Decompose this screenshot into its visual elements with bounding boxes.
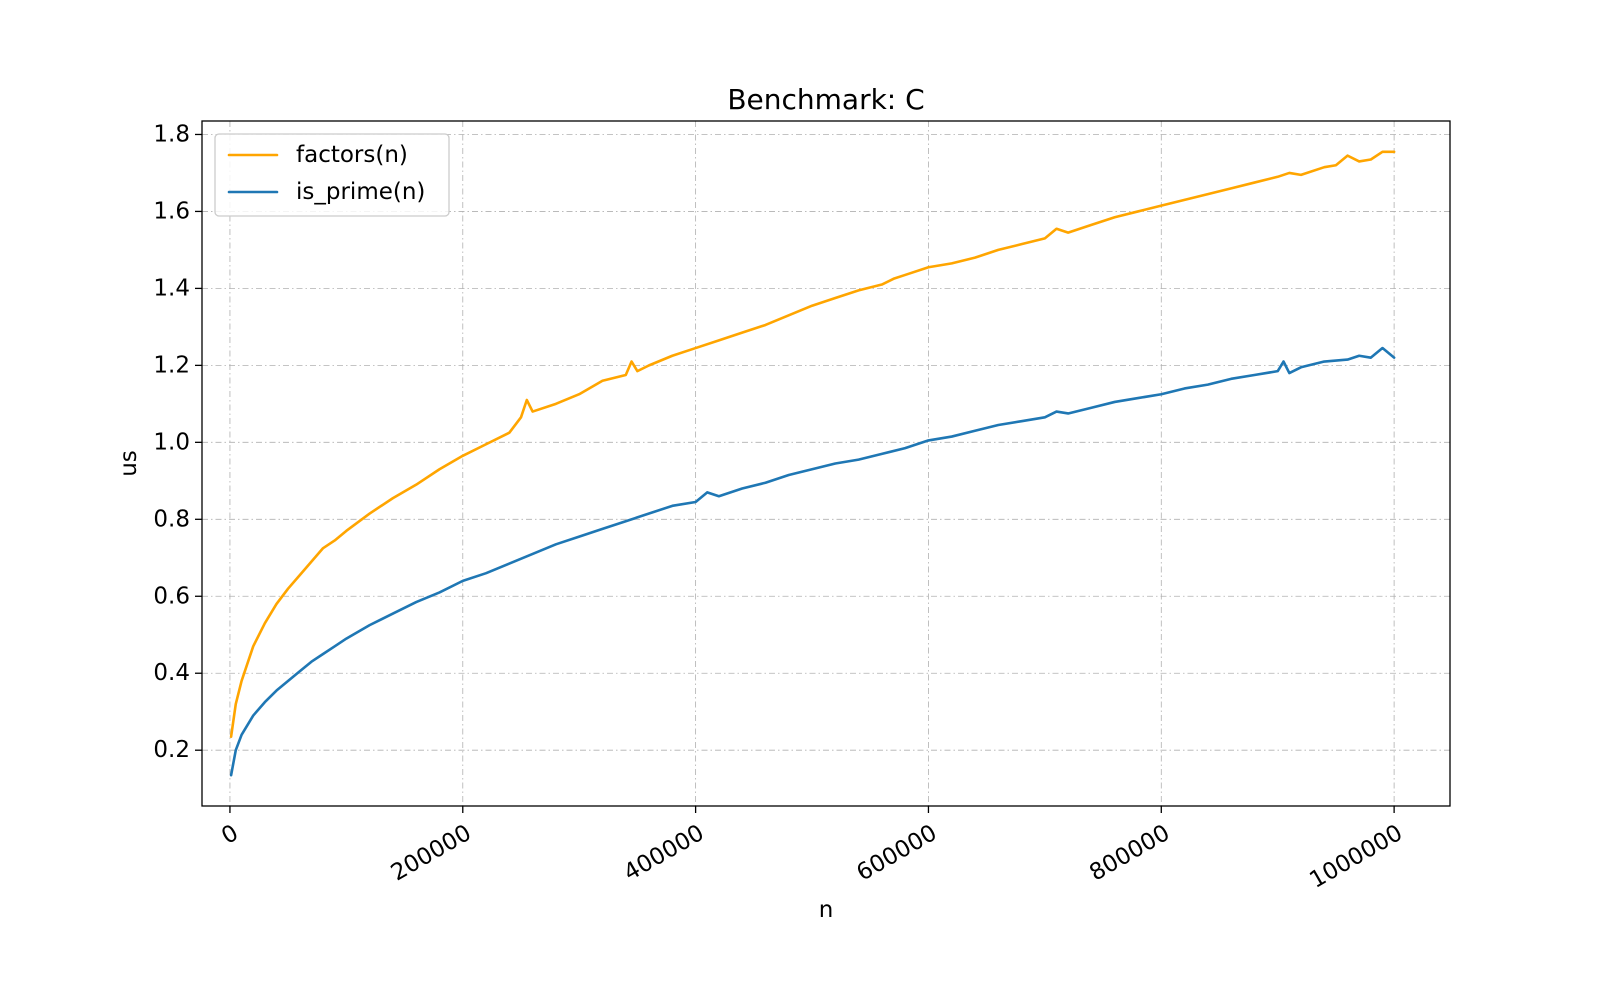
x-tick-label: 600000 <box>852 820 941 886</box>
x-tick-label: 0 <box>217 820 243 850</box>
y-tick-label: 0.8 <box>153 506 190 532</box>
series-line-is-prime <box>229 346 1396 777</box>
y-tick-label: 0.2 <box>153 737 190 763</box>
chart-title: Benchmark: C <box>727 83 924 116</box>
y-tick-label: 0.4 <box>153 660 190 686</box>
x-axis-label: n <box>819 897 834 923</box>
y-tick-label: 1.8 <box>153 121 190 147</box>
y-axis-label: us <box>116 450 142 477</box>
ticks-layer: 0 200000 400000 600000 800000 1000000 0.2 0.4 0.… <box>153 121 1407 893</box>
legend: factors(n) is_prime(n) <box>214 133 450 217</box>
x-tick-label: 200000 <box>387 820 476 886</box>
legend-label-factors: factors(n) <box>296 142 408 168</box>
legend-label-is-prime: is_prime(n) <box>296 179 425 205</box>
plot-frame <box>201 120 1451 807</box>
y-tick-label: 1.0 <box>153 429 190 455</box>
y-tick-label: 1.6 <box>153 198 190 224</box>
y-tick-label: 1.4 <box>153 275 190 301</box>
series-layer <box>229 150 1396 777</box>
y-tick-label: 1.2 <box>153 352 190 378</box>
x-tick-label: 400000 <box>620 820 709 886</box>
grid-layer <box>202 121 1450 806</box>
y-tick-label: 0.6 <box>153 583 190 609</box>
x-tick-label: 800000 <box>1085 820 1174 886</box>
x-tick-label: 1000000 <box>1305 820 1407 894</box>
series-line-factors <box>229 150 1396 739</box>
